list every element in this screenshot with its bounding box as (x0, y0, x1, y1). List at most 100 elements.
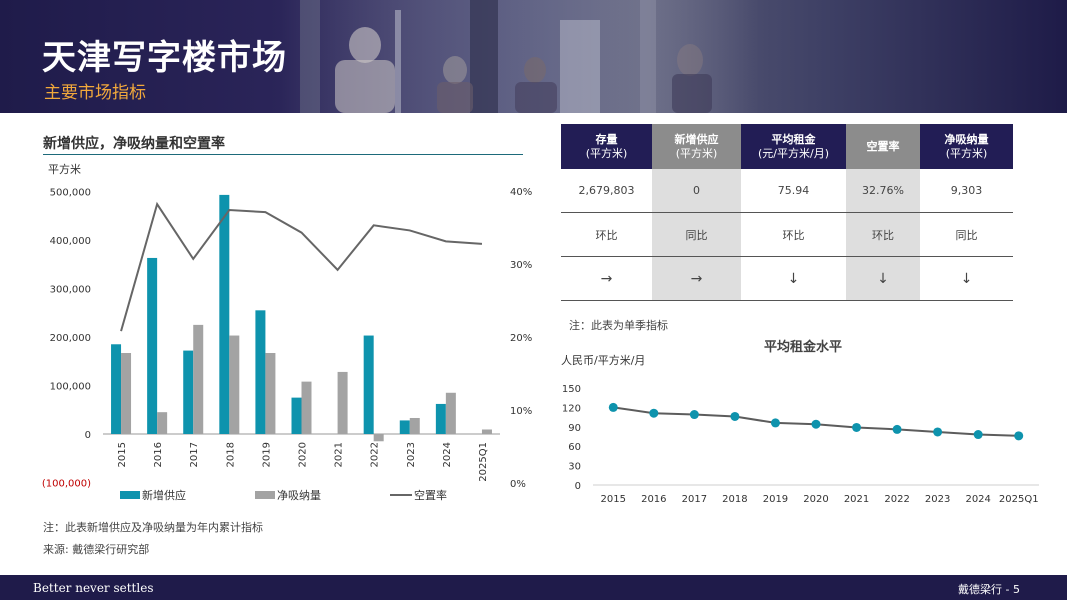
left-chart-title-rule (43, 154, 523, 155)
x-axis-tick-label: 2017 (189, 442, 200, 467)
x-axis-tick-label: 2016 (153, 442, 164, 467)
page-title: 天津写字楼市场 (42, 38, 287, 78)
metrics-header-new-supply: 新增供应 (平方米) (652, 124, 741, 169)
x-axis-tick-label: 2019 (261, 442, 272, 467)
rent-x-axis-tick-label: 2025Q1 (999, 494, 1039, 505)
rent-y-axis-unit-label: 人民币/平方米/月 (561, 353, 645, 367)
page-number: 戴德梁行 - 5 (958, 583, 1020, 596)
x-axis-tick-label: 2025Q1 (478, 442, 489, 482)
x-axis-tick-label: 2022 (370, 442, 381, 467)
left-chart-source: 来源: 戴德梁行研究部 (43, 543, 150, 556)
net-absorption-bar (445, 392, 456, 434)
new-supply-bar (183, 350, 194, 434)
new-supply-bar (363, 335, 374, 434)
y-axis-tick-label: 300,000 (50, 285, 91, 296)
new-supply-bar (147, 257, 158, 434)
metrics-comparison-row: 环比 同比 环比 环比 同比 (561, 212, 1013, 257)
metric-comparison: 环比 (561, 212, 652, 257)
net-absorption-bar (193, 324, 204, 434)
trend-arrow-icon: → (561, 256, 652, 301)
metric-comparison: 同比 (652, 212, 741, 257)
rent-point (608, 402, 618, 412)
y2-axis-tick-label: 0% (510, 479, 526, 490)
rent-point (689, 410, 699, 420)
legend-label-new-supply: 新增供应 (142, 488, 186, 502)
metrics-header-avg-rent: 平均租金 (元/平方米/月) (741, 124, 846, 169)
y-axis-tick-label: 0 (85, 430, 91, 441)
y-axis-tick-label: 200,000 (50, 333, 91, 344)
rent-y-axis-tick-label: 150 (562, 384, 581, 395)
left-chart-note: 注：此表新增供应及净吸纳量为年内累计指标 (43, 521, 263, 534)
y-axis-tick-label: 100,000 (50, 382, 91, 393)
rent-point (1014, 431, 1024, 441)
footer-tagline: Better never settles (33, 581, 154, 595)
rent-point (852, 422, 862, 432)
legend-swatch-new-supply (120, 491, 140, 499)
x-axis-tick-label: 2023 (406, 442, 417, 467)
metrics-table-note: 注：此表为单季指标 (569, 319, 668, 332)
left-chart-title: 新增供应，净吸纳量和空置率 (43, 136, 225, 152)
metric-comparison: 环比 (741, 212, 846, 257)
key-metrics-table: 存量 (平方米) 新增供应 (平方米) 平均租金 (元/平方米/月) 空置率 净吸纳量… (561, 124, 1013, 301)
rent-point (811, 419, 821, 429)
metric-value: 2,679,803 (561, 169, 652, 213)
net-absorption-bar (265, 353, 276, 434)
x-axis-tick-label: 2020 (298, 442, 309, 467)
rent-y-axis-tick-label: 30 (568, 462, 581, 473)
rent-x-axis-tick-label: 2017 (682, 494, 707, 505)
net-absorption-bar (481, 429, 492, 434)
rent-y-axis-tick-label: 90 (568, 423, 581, 434)
net-absorption-bar (373, 434, 384, 442)
net-absorption-bar (409, 417, 420, 434)
supply-absorption-vacancy-chart: 平方米 (100,000) 0 100,000 200,000 300,000 400,00… (42, 162, 532, 502)
y-axis-tick-label: (100,000) (42, 479, 91, 490)
footer-bar: Better never settles 戴德梁行 - 5 (0, 575, 1067, 600)
rent-x-axis-tick-label: 2018 (722, 494, 747, 505)
rent-point (649, 408, 659, 418)
metric-value: 9,303 (920, 169, 1013, 213)
metric-value: 0 (652, 169, 741, 213)
page-subtitle: 主要市场指标 (44, 83, 146, 103)
legend-label-vacancy: 空置率 (414, 488, 447, 502)
metrics-header-stock: 存量 (平方米) (561, 124, 652, 169)
y-axis-tick-label: 500,000 (50, 188, 91, 199)
metrics-trend-row: → → ↓ ↓ ↓ (561, 256, 1013, 301)
rent-x-axis-tick-label: 2019 (763, 494, 788, 505)
rent-y-axis-tick-label: 0 (575, 481, 581, 492)
metrics-header-row: 存量 (平方米) 新增供应 (平方米) 平均租金 (元/平方米/月) 空置率 净吸纳量… (561, 124, 1013, 169)
rent-x-axis-tick-label: 2015 (601, 494, 626, 505)
x-axis-tick-label: 2021 (334, 442, 345, 467)
net-absorption-bar (121, 353, 132, 434)
trend-arrow-icon: ↓ (920, 256, 1013, 301)
net-absorption-bar (337, 371, 348, 434)
new-supply-bar (435, 403, 446, 434)
rent-point (973, 430, 983, 440)
rent-point (933, 427, 943, 437)
header-photo (280, 0, 760, 113)
new-supply-bar (399, 420, 410, 434)
y-axis-tick-label: 400,000 (50, 236, 91, 247)
rent-x-axis-tick-label: 2016 (641, 494, 666, 505)
rent-x-axis-tick-label: 2021 (844, 494, 869, 505)
new-supply-bar (291, 397, 302, 434)
rent-x-axis-tick-label: 2022 (884, 494, 909, 505)
x-axis-tick-label: 2024 (442, 442, 453, 467)
y2-axis-tick-label: 40% (510, 187, 532, 198)
metrics-header-net-absorption: 净吸纳量 (平方米) (920, 124, 1013, 169)
rent-x-axis-tick-label: 2024 (965, 494, 990, 505)
legend-label-net-absorption: 净吸纳量 (277, 488, 321, 502)
rent-y-axis-tick-label: 120 (562, 403, 581, 414)
y-axis-unit-label: 平方米 (48, 162, 81, 176)
rent-point (770, 418, 780, 428)
new-supply-bar (111, 344, 122, 434)
rent-point (892, 424, 902, 434)
metric-value: 75.94 (741, 169, 846, 213)
x-axis-tick-label: 2015 (117, 442, 128, 467)
vacancy-rate-line (120, 201, 483, 332)
x-axis-tick-label: 2018 (225, 442, 236, 467)
new-supply-bar (255, 310, 266, 434)
metrics-values-row: 2,679,803 0 75.94 32.76% 9,303 (561, 169, 1013, 213)
net-absorption-bar (301, 381, 312, 434)
y2-axis-tick-label: 10% (510, 406, 532, 417)
